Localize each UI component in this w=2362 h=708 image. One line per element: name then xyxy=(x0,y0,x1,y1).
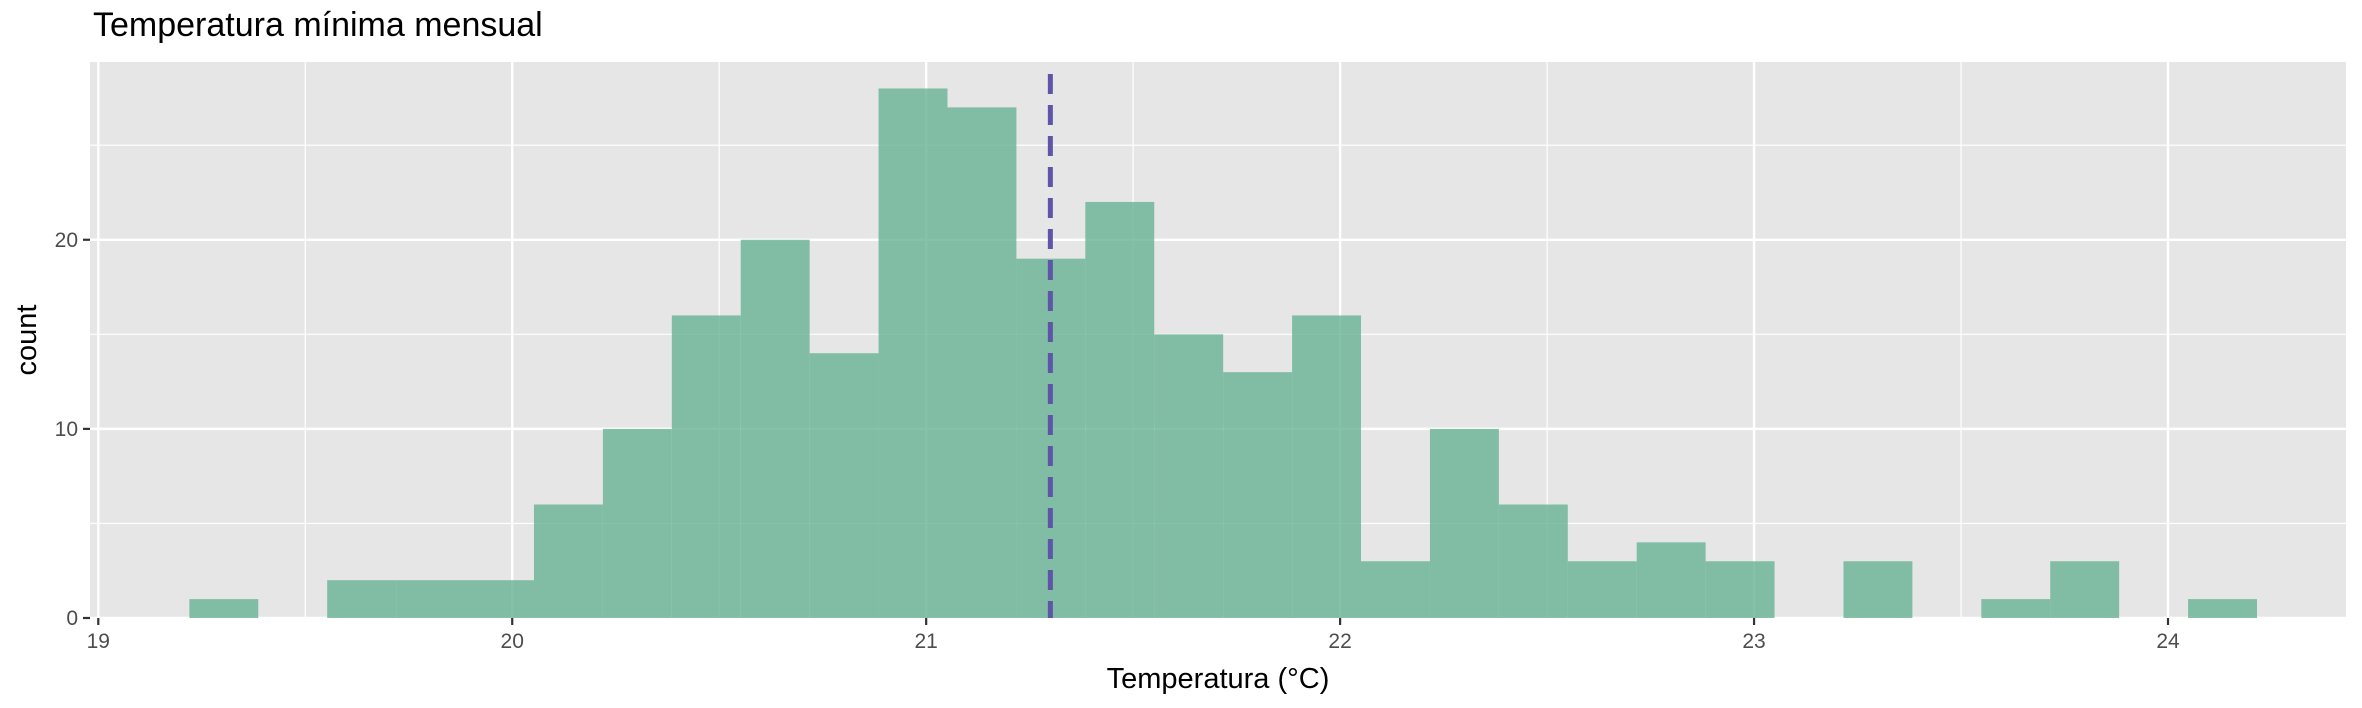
x-tick-label: 20 xyxy=(501,630,524,653)
histogram-bar xyxy=(740,239,810,618)
histogram-bar xyxy=(1154,334,1224,618)
y-axis: 0 10 20 xyxy=(55,229,90,630)
histogram-bar xyxy=(327,580,397,618)
chart-title: Temperatura mínima mensual xyxy=(93,6,543,44)
x-axis-title: Temperatura (°C) xyxy=(1107,663,1330,695)
y-axis-title: count xyxy=(11,305,43,376)
y-tick-label: 20 xyxy=(55,229,78,252)
histogram-bar xyxy=(2050,561,2120,618)
histogram-bar xyxy=(1636,542,1706,618)
histogram-bar xyxy=(465,580,534,618)
y-tick-label: 10 xyxy=(55,418,78,441)
histogram-bar xyxy=(1292,315,1362,618)
histogram-bar xyxy=(1361,561,1430,618)
x-axis: 19 20 21 22 23 24 xyxy=(87,618,2180,653)
histogram-bar xyxy=(1843,561,1913,618)
histogram-bar xyxy=(602,428,672,618)
histogram-bar xyxy=(1085,201,1155,619)
x-tick-label: 21 xyxy=(914,630,937,653)
histogram-bar xyxy=(533,504,603,618)
x-tick-label: 24 xyxy=(2156,630,2180,653)
histogram-bar xyxy=(1705,561,1775,618)
x-tick-label: 22 xyxy=(1328,630,1351,653)
x-tick-label: 23 xyxy=(1742,630,1765,653)
histogram-bar xyxy=(1429,428,1499,618)
histogram-bars xyxy=(189,88,2258,619)
histogram-bar xyxy=(396,580,466,618)
histogram-bar xyxy=(1498,504,1568,618)
histogram-bar xyxy=(809,353,879,618)
histogram-bar xyxy=(1016,258,1086,618)
x-tick-label: 19 xyxy=(87,630,110,653)
histogram-bar xyxy=(878,88,948,618)
histogram-bar xyxy=(1567,561,1637,618)
histogram-bar xyxy=(1981,599,2051,618)
y-tick-label: 0 xyxy=(66,607,78,630)
histogram-bar xyxy=(671,315,741,618)
histogram-bar xyxy=(189,599,259,618)
histogram-bar xyxy=(1223,372,1293,618)
histogram-bar xyxy=(2188,599,2258,618)
histogram-bar xyxy=(947,107,1017,618)
